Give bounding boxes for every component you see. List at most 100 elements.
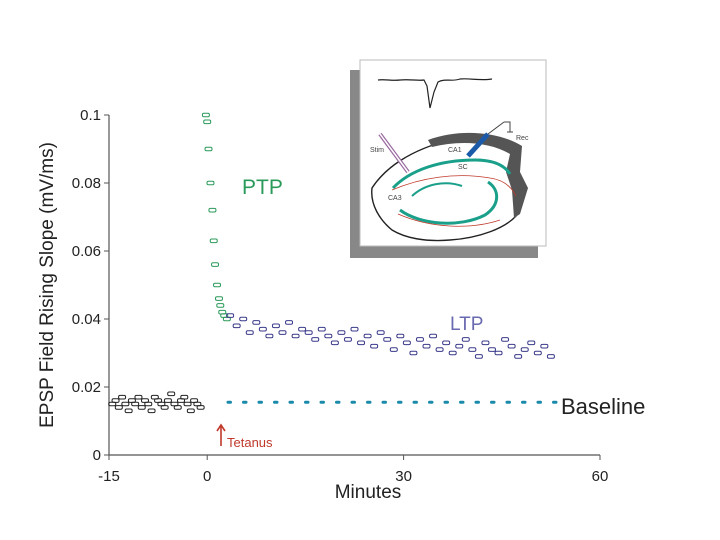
data-point-ltp: [370, 343, 379, 349]
data-point-ltp: [533, 350, 542, 356]
data-point-baseline: [173, 405, 182, 410]
data-point-ltp: [415, 337, 424, 342]
data-point-ltp: [311, 337, 320, 342]
tetanus-label: Tetanus: [227, 435, 273, 450]
data-point-ltp: [343, 337, 352, 342]
rec-connector-icon: [504, 121, 513, 133]
data-point-ptp: [208, 207, 217, 213]
data-point-ptp: [206, 180, 215, 186]
data-point-ltp: [540, 343, 549, 349]
data-point-ltp: [265, 333, 274, 339]
data-point-ltp: [461, 337, 470, 342]
data-point-ltp: [474, 354, 483, 359]
data-point-ltp: [324, 333, 333, 339]
data-point-ptp: [216, 303, 225, 308]
data-points: [108, 112, 555, 414]
data-point-baseline: [180, 394, 189, 400]
data-point-ltp: [455, 343, 464, 349]
schaffer-fiber-icon: [391, 175, 517, 197]
pyramidal-layer-icon: [391, 158, 512, 190]
data-point-baseline: [111, 398, 120, 403]
data-point-baseline: [121, 401, 130, 407]
data-point-ltp: [357, 340, 366, 346]
dentate-inner-icon: [411, 182, 463, 197]
hippocampus-slice-inset: Stim Rec CA1 SC CA3: [350, 59, 547, 258]
rec-wire-icon: [487, 121, 505, 135]
data-point-ptp: [204, 146, 213, 152]
data-point-ltp: [435, 347, 444, 352]
dentate-layer-icon: [399, 180, 499, 225]
data-point-ltp: [422, 343, 431, 349]
data-point-ltp: [507, 343, 516, 349]
data-point-baseline: [196, 405, 205, 410]
inset-label-stim: Stim: [370, 147, 384, 154]
data-point-ptp: [201, 112, 210, 118]
data-point-ltp: [527, 340, 536, 346]
tetanus-marker: Tetanus: [216, 423, 273, 450]
data-point-ltp: [239, 316, 248, 322]
y-ticks: 0 0.02 0.04 0.06 0.08 0.1: [72, 107, 109, 464]
data-point-baseline: [147, 408, 156, 414]
inset-label-ca3: CA3: [388, 195, 402, 202]
x-tick-label: -15: [98, 468, 120, 485]
data-point-ptp: [213, 282, 222, 288]
y-tick-label: 0.1: [80, 107, 101, 124]
data-point-baseline: [134, 394, 143, 400]
data-point-ltp: [409, 350, 418, 356]
data-point-ltp: [285, 320, 294, 325]
ca-layer-edge-icon: [428, 132, 528, 218]
data-point-ltp: [278, 330, 287, 335]
rec-electrode-icon: [466, 132, 490, 158]
data-point-ltp: [501, 337, 510, 342]
inset-label-sc: SC: [458, 164, 468, 171]
data-point-ltp: [350, 326, 359, 332]
data-point-ltp: [298, 326, 307, 332]
data-point-ltp: [271, 323, 280, 329]
data-point-baseline: [114, 405, 123, 410]
data-point-ltp: [337, 330, 346, 335]
data-point-ptp: [203, 119, 212, 125]
data-point-baseline: [186, 408, 195, 414]
data-point-ltp: [514, 354, 523, 359]
data-point-baseline: [131, 401, 140, 407]
data-point-ltp: [363, 333, 372, 339]
x-tick-label: 60: [592, 468, 609, 485]
data-point-ltp: [429, 333, 438, 339]
inset-label-ca1: CA1: [448, 147, 462, 154]
data-point-ptp: [211, 262, 220, 267]
ltp-label: LTP: [450, 314, 483, 335]
data-point-ptp: [209, 238, 218, 244]
data-point-ltp: [383, 337, 392, 342]
data-point-ltp: [304, 330, 313, 335]
data-point-baseline: [118, 394, 127, 400]
data-point-ltp: [448, 350, 457, 356]
inset-label-rec: Rec: [516, 135, 529, 142]
data-point-ltp: [389, 347, 398, 352]
data-point-baseline: [160, 405, 169, 410]
data-point-baseline: [137, 405, 146, 410]
data-point-ltp: [232, 323, 241, 329]
x-ticks: -15 0 30 60: [98, 455, 608, 485]
data-point-ltp: [291, 333, 300, 339]
data-point-ltp: [252, 320, 261, 325]
data-point-ltp: [468, 347, 477, 352]
data-point-ltp: [317, 326, 326, 332]
baseline-label: Baseline: [561, 394, 645, 419]
data-point-ptp: [214, 296, 223, 301]
data-point-baseline: [163, 398, 172, 403]
x-tick-label: 30: [395, 468, 412, 485]
y-tick-label: 0.08: [72, 175, 101, 192]
data-point-ltp: [330, 340, 339, 346]
data-point-ltp: [494, 350, 503, 356]
y-tick-label: 0.06: [72, 243, 101, 260]
data-point-ltp: [481, 340, 490, 346]
data-point-ltp: [487, 347, 496, 352]
data-point-ltp: [396, 333, 405, 339]
data-point-ltp: [546, 354, 555, 359]
data-point-baseline: [144, 401, 153, 407]
y-tick-label: 0.02: [72, 379, 101, 396]
data-point-ltp: [245, 330, 254, 335]
data-point-ltp: [520, 347, 529, 352]
data-point-ltp: [376, 330, 385, 335]
